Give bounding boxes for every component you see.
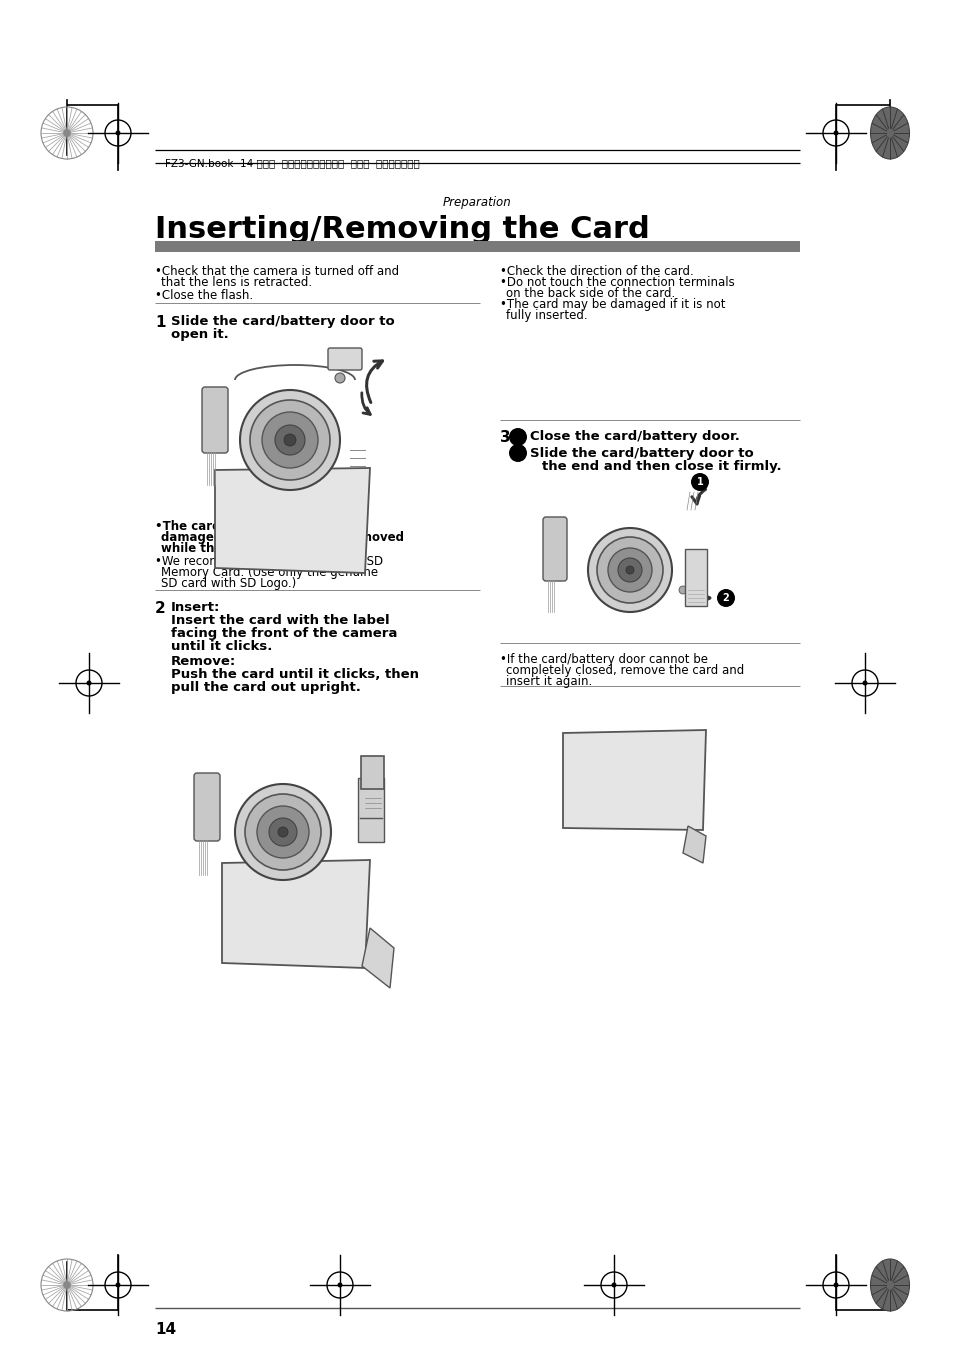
Circle shape bbox=[862, 681, 866, 686]
Polygon shape bbox=[361, 927, 394, 988]
Text: •Check that the camera is turned off and: •Check that the camera is turned off and bbox=[154, 266, 398, 278]
Text: Slide the card/battery door to: Slide the card/battery door to bbox=[530, 448, 753, 460]
Text: SD card with SD Logo.): SD card with SD Logo.) bbox=[161, 577, 296, 590]
Text: Slide the card/battery door to: Slide the card/battery door to bbox=[171, 315, 395, 328]
FancyBboxPatch shape bbox=[154, 241, 800, 252]
Text: 2: 2 bbox=[514, 452, 521, 462]
Circle shape bbox=[611, 1282, 616, 1287]
Text: 14: 14 bbox=[154, 1322, 176, 1337]
Text: 1: 1 bbox=[514, 435, 521, 446]
FancyBboxPatch shape bbox=[357, 778, 384, 842]
FancyBboxPatch shape bbox=[193, 772, 220, 841]
FancyBboxPatch shape bbox=[361, 755, 384, 789]
Text: •We recommend using Panasonic’s SD: •We recommend using Panasonic’s SD bbox=[154, 555, 383, 568]
FancyBboxPatch shape bbox=[202, 387, 228, 453]
Circle shape bbox=[115, 1282, 120, 1287]
Ellipse shape bbox=[869, 1259, 908, 1312]
Text: •If the card/battery door cannot be: •If the card/battery door cannot be bbox=[499, 652, 707, 666]
Text: damaged if it is inserted or removed: damaged if it is inserted or removed bbox=[161, 531, 403, 545]
Text: •The card and the data may be: •The card and the data may be bbox=[154, 520, 361, 532]
Text: Push the card until it clicks, then: Push the card until it clicks, then bbox=[171, 669, 418, 681]
Text: FZ3-GN.book  14 ページ  ２００４年７月２７日  火曜日  午前９時２５分: FZ3-GN.book 14 ページ ２００４年７月２７日 火曜日 午前９時２５… bbox=[165, 158, 419, 168]
Circle shape bbox=[250, 400, 330, 480]
Text: facing the front of the camera: facing the front of the camera bbox=[171, 627, 397, 640]
Circle shape bbox=[256, 806, 309, 857]
Text: Insert:: Insert: bbox=[171, 601, 220, 613]
Text: Preparation: Preparation bbox=[442, 195, 511, 209]
Text: Inserting/Removing the Card: Inserting/Removing the Card bbox=[154, 214, 649, 244]
Text: Remove:: Remove: bbox=[171, 655, 236, 669]
Text: •Check the direction of the card.: •Check the direction of the card. bbox=[499, 266, 693, 278]
Circle shape bbox=[717, 589, 734, 607]
Circle shape bbox=[262, 412, 317, 468]
Polygon shape bbox=[222, 860, 370, 968]
Text: Memory Card. (Use only the genuine: Memory Card. (Use only the genuine bbox=[161, 566, 377, 580]
Circle shape bbox=[625, 566, 634, 574]
FancyBboxPatch shape bbox=[684, 549, 706, 607]
Circle shape bbox=[587, 528, 671, 612]
Circle shape bbox=[63, 1281, 71, 1289]
Text: 3: 3 bbox=[499, 430, 510, 445]
Circle shape bbox=[269, 818, 296, 847]
Text: •Close the flash.: •Close the flash. bbox=[154, 288, 253, 302]
Ellipse shape bbox=[869, 106, 908, 159]
Text: Insert the card with the label: Insert the card with the label bbox=[171, 613, 389, 627]
Text: 1: 1 bbox=[696, 477, 702, 487]
Circle shape bbox=[87, 681, 91, 686]
Text: completely closed, remove the card and: completely closed, remove the card and bbox=[505, 665, 743, 677]
Text: insert it again.: insert it again. bbox=[505, 675, 592, 687]
Text: •The card may be damaged if it is not: •The card may be damaged if it is not bbox=[499, 298, 724, 311]
Text: while the camera is on.: while the camera is on. bbox=[161, 542, 315, 555]
Text: that the lens is retracted.: that the lens is retracted. bbox=[161, 276, 312, 288]
Circle shape bbox=[509, 443, 526, 462]
Text: fully inserted.: fully inserted. bbox=[505, 309, 587, 322]
Polygon shape bbox=[682, 826, 705, 863]
Circle shape bbox=[240, 390, 339, 491]
Circle shape bbox=[509, 429, 526, 446]
Text: pull the card out upright.: pull the card out upright. bbox=[171, 681, 360, 694]
Circle shape bbox=[607, 549, 651, 592]
Text: 1: 1 bbox=[154, 315, 165, 330]
FancyBboxPatch shape bbox=[328, 348, 361, 369]
Circle shape bbox=[115, 131, 120, 136]
Text: •Do not touch the connection terminals: •Do not touch the connection terminals bbox=[499, 276, 734, 288]
Text: the end and then close it firmly.: the end and then close it firmly. bbox=[541, 460, 781, 473]
FancyBboxPatch shape bbox=[542, 518, 566, 581]
Text: 2: 2 bbox=[721, 593, 729, 603]
Text: until it clicks.: until it clicks. bbox=[171, 640, 273, 652]
Circle shape bbox=[277, 828, 288, 837]
Polygon shape bbox=[562, 731, 705, 830]
Circle shape bbox=[833, 131, 838, 136]
Circle shape bbox=[597, 537, 662, 603]
Circle shape bbox=[335, 373, 345, 383]
Circle shape bbox=[234, 785, 331, 880]
Circle shape bbox=[618, 558, 641, 582]
Circle shape bbox=[690, 473, 708, 491]
Text: open it.: open it. bbox=[171, 328, 229, 341]
Text: Close the card/battery door.: Close the card/battery door. bbox=[530, 430, 740, 443]
Circle shape bbox=[337, 1282, 342, 1287]
Polygon shape bbox=[214, 468, 370, 573]
Circle shape bbox=[833, 1282, 838, 1287]
Text: SD: SD bbox=[366, 793, 376, 798]
Circle shape bbox=[284, 434, 295, 446]
Text: 2: 2 bbox=[154, 601, 166, 616]
Circle shape bbox=[63, 129, 71, 137]
Circle shape bbox=[274, 425, 305, 456]
Circle shape bbox=[679, 586, 686, 594]
Circle shape bbox=[245, 794, 320, 869]
Text: on the back side of the card.: on the back side of the card. bbox=[505, 287, 675, 301]
